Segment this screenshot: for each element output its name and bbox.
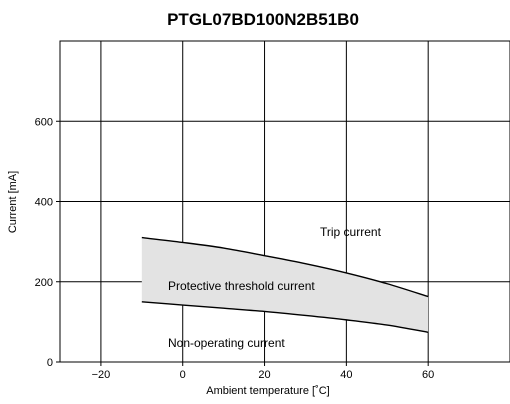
y-tick-label: 200: [35, 277, 53, 289]
x-axis-label: Ambient temperature [˚C]: [206, 385, 330, 397]
protective-threshold-band: [141, 237, 429, 333]
y-tick-label: 600: [35, 116, 53, 128]
series-line-trip-current: [141, 236, 429, 298]
x-tick-label: 60: [422, 369, 434, 381]
x-tick-label: 40: [340, 369, 352, 381]
label-trip-current: Trip current: [320, 225, 382, 239]
label-non-operating-current: Non-operating current: [168, 336, 285, 350]
y-axis-label: Current [mA]: [7, 171, 19, 233]
x-axis-ticks: −20 0 20 40 60: [92, 362, 434, 381]
chart-title: PTGL07BD100N2B51B0: [167, 10, 359, 29]
series-line-non-operating-current: [141, 301, 429, 333]
y-axis-ticks: 0 200 400 600: [35, 116, 60, 369]
y-tick-label: 400: [35, 197, 53, 209]
x-tick-label: −20: [92, 369, 111, 381]
x-tick-label: 0: [180, 369, 186, 381]
y-tick-label: 0: [47, 357, 53, 369]
label-protective-threshold: Protective threshold current: [168, 279, 315, 293]
x-tick-label: 20: [258, 369, 270, 381]
